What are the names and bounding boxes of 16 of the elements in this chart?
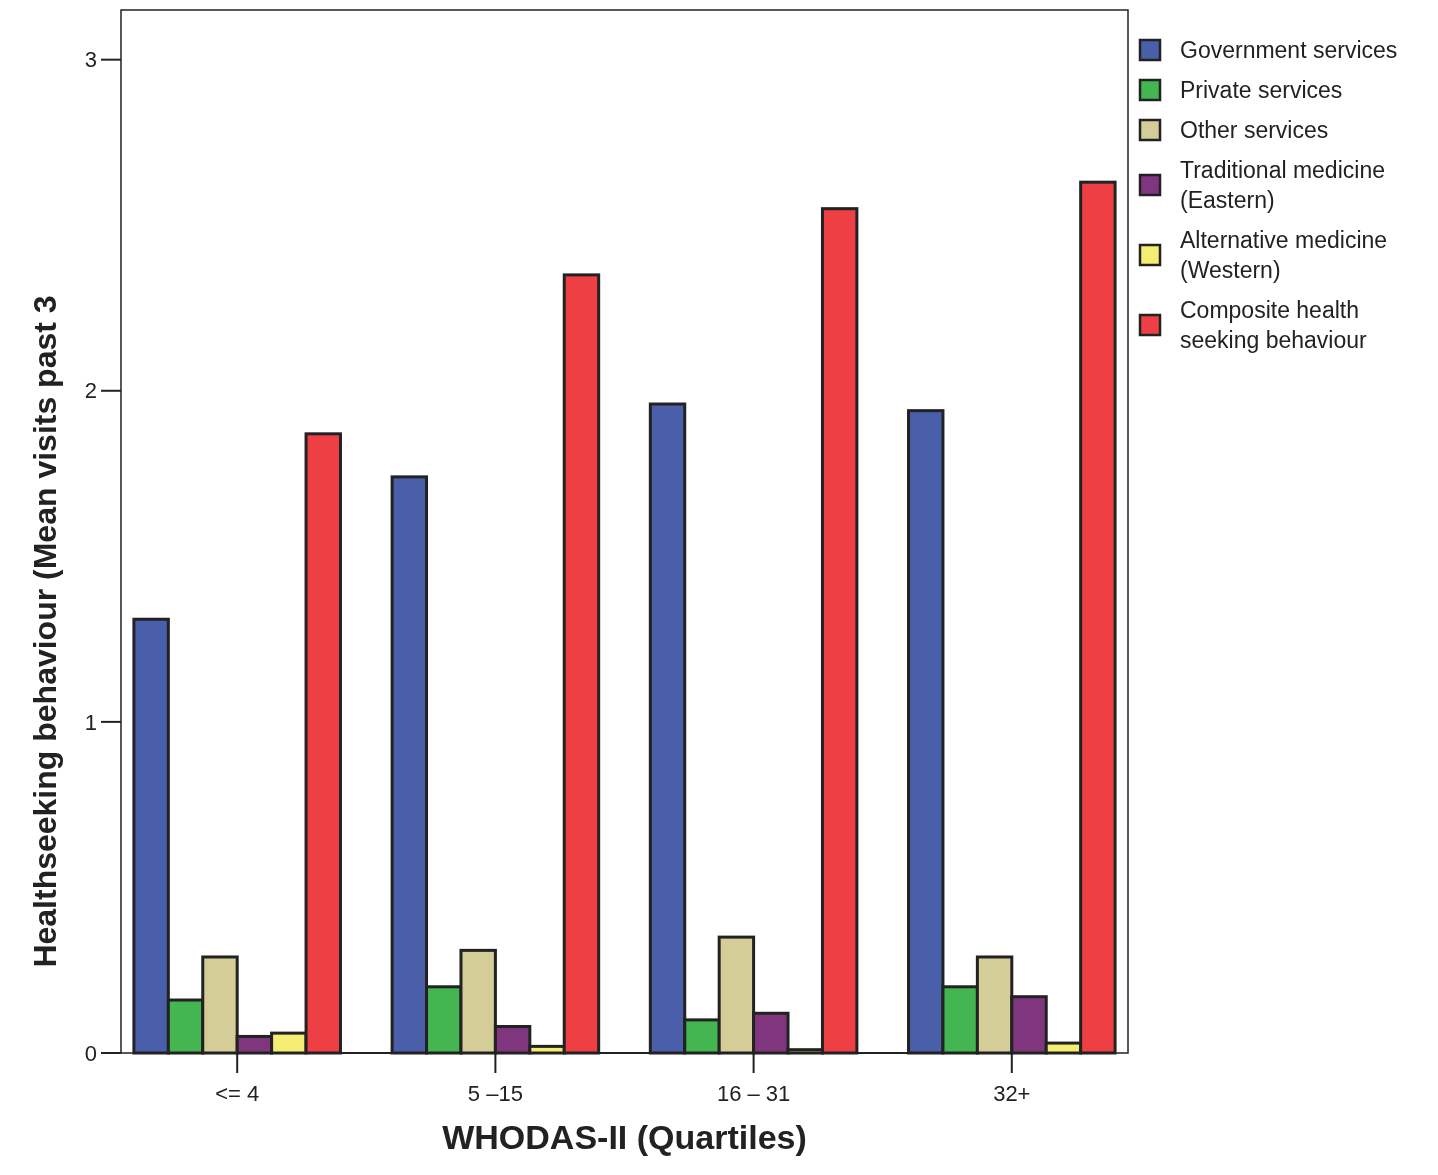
legend-label: Traditional medicine (Eastern)	[1180, 157, 1385, 214]
legend-label: Government services	[1180, 37, 1398, 64]
y-tick-label: 2	[84, 378, 97, 404]
x-axis-title: WHODAS-II (Quartiles)	[442, 1118, 807, 1156]
x-tick-label: 5 –15	[467, 1081, 523, 1106]
y-tick-label: 3	[84, 47, 97, 73]
legend-label: Composite health seeking behaviour	[1180, 297, 1368, 354]
x-tick-label: <= 4	[215, 1081, 260, 1106]
x-tick-label: 32+	[993, 1081, 1031, 1106]
x-tick-label: 16 – 31	[716, 1081, 791, 1106]
legend-label: Other services	[1180, 117, 1329, 144]
y-axis-title: Healthseeking behaviour (Mean visits past 3	[27, 295, 63, 968]
y-tick-label: 1	[84, 709, 97, 735]
legend-label: Private services	[1180, 77, 1343, 104]
y-tick-label: 0	[84, 1040, 97, 1066]
legend-label: Alternative medicine (Western)	[1180, 227, 1388, 284]
